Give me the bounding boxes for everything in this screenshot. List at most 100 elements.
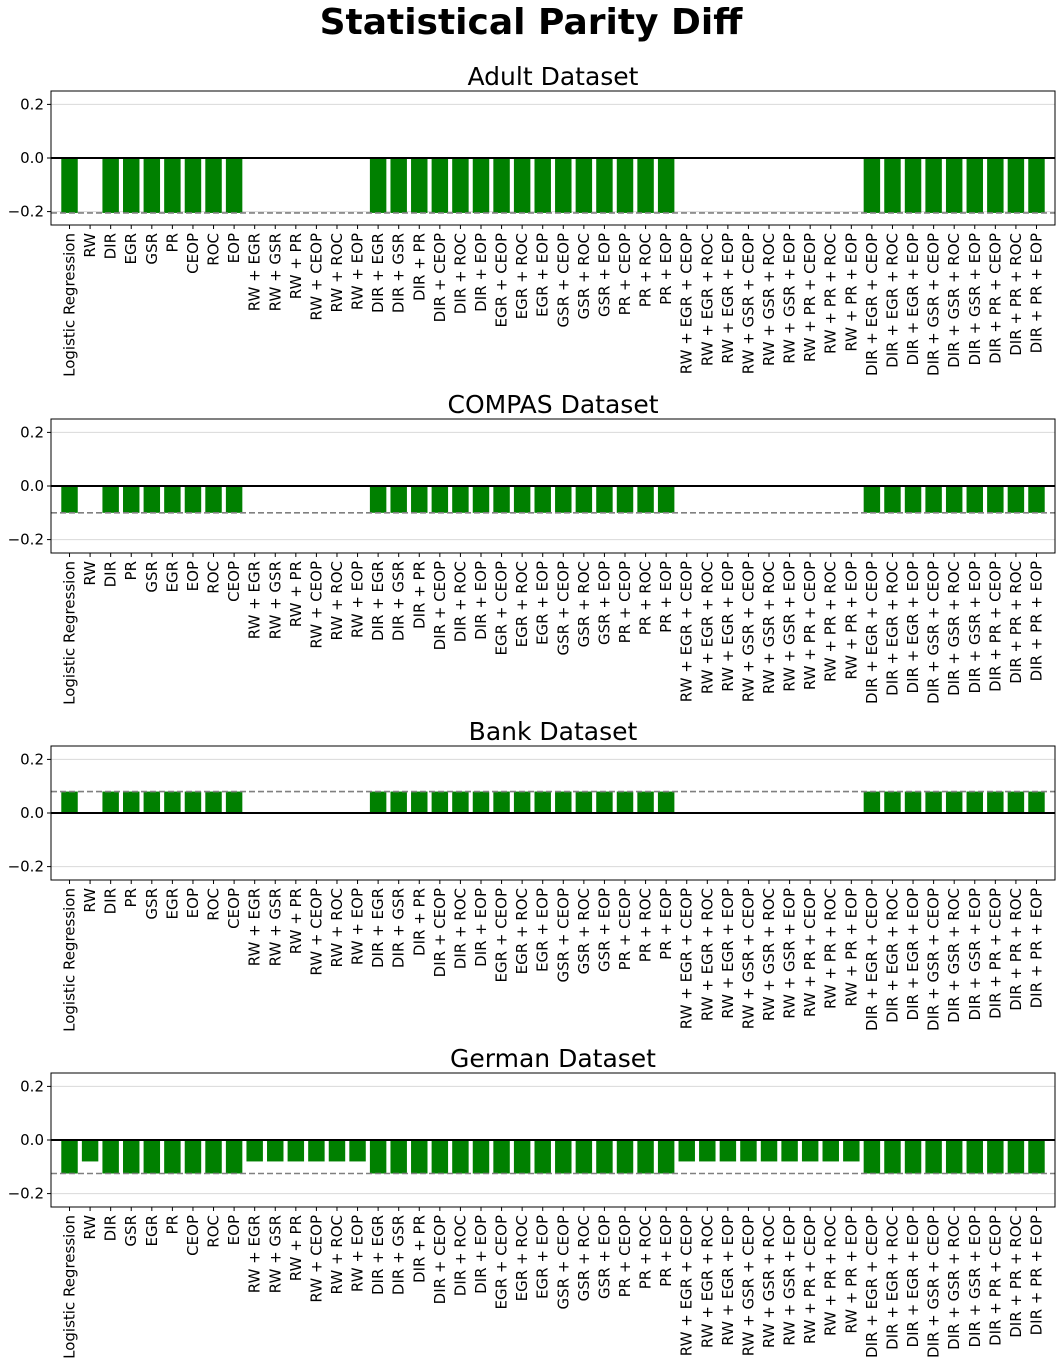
x-tick-label: RW + PR + EOP xyxy=(842,233,860,352)
bar xyxy=(555,791,572,813)
bar xyxy=(925,486,942,513)
bar xyxy=(61,1140,78,1174)
x-tick-label: DIR + EGR xyxy=(369,561,387,641)
x-tick-label: EOP xyxy=(184,888,202,918)
bar xyxy=(493,486,510,513)
bar xyxy=(555,486,572,513)
x-tick-label: DIR + EGR + CEOP xyxy=(863,561,881,704)
chart-panel-3: Bank Dataset −0.2 0.0 0.2 Logistic Regressio… xyxy=(8,717,1056,1032)
bar xyxy=(513,1140,531,1174)
x-tick-label: DIR + EGR + EOP xyxy=(904,888,922,1020)
bar xyxy=(945,1140,963,1174)
bar xyxy=(575,1140,593,1174)
bar xyxy=(225,1140,243,1174)
x-tick-label: RW + CEOP xyxy=(307,888,325,976)
bar xyxy=(555,158,572,213)
x-tick-label: GSR + ROC xyxy=(575,561,593,647)
x-tick-label: EGR + ROC xyxy=(513,1215,531,1301)
x-tick-label: PR + ROC xyxy=(637,1215,655,1289)
x-tick-label: DIR xyxy=(102,561,120,587)
x-tick-label: DIR + EGR + ROC xyxy=(883,1215,901,1350)
bar xyxy=(123,791,140,813)
bar xyxy=(637,158,654,213)
bar xyxy=(472,158,490,213)
panel-title: Bank Dataset xyxy=(469,717,638,746)
bar xyxy=(369,791,387,813)
x-tick-label: RW + EOP xyxy=(349,888,367,965)
x-tick-label: DIR + PR + ROC xyxy=(1007,233,1025,356)
x-tick-label: DIR + EGR + CEOP xyxy=(863,888,881,1031)
bar xyxy=(184,486,202,513)
x-tick-label: RW + PR + CEOP xyxy=(801,1215,819,1344)
bar xyxy=(431,1140,449,1174)
x-tick-label: PR + EOP xyxy=(657,1215,675,1287)
x-tick-label: DIR + CEOP xyxy=(431,888,449,977)
x-tick-label: DIR + GSR + CEOP xyxy=(925,233,943,376)
x-tick-label: GSR + CEOP xyxy=(554,233,572,327)
x-tick-label: RW + GSR + CEOP xyxy=(739,888,757,1029)
x-tick-label: RW + EGR + CEOP xyxy=(678,1215,696,1356)
x-tick-label: RW + GSR + EOP xyxy=(781,561,799,692)
x-tick-label: DIR + EOP xyxy=(472,561,490,640)
x-tick-label: CEOP xyxy=(184,1215,202,1256)
x-tick-label: GSR xyxy=(122,1215,140,1247)
x-tick-label: DIR + EOP xyxy=(472,888,490,967)
bar xyxy=(123,1140,140,1174)
x-tick-label: RW + PR + ROC xyxy=(822,561,840,682)
x-tick-label: RW xyxy=(81,561,99,586)
bar xyxy=(596,158,613,213)
bar xyxy=(1028,1140,1045,1174)
x-tick-label: DIR xyxy=(102,1215,120,1241)
x-tick-label: RW + PR xyxy=(287,561,305,627)
x-tick-label: RW + PR xyxy=(287,233,305,299)
y-tick-label: 0.0 xyxy=(20,804,44,822)
x-tick-label: RW + EGR + EOP xyxy=(719,1215,737,1346)
panel-title: COMPAS Dataset xyxy=(448,390,659,419)
x-tick-label: RW + GSR + EOP xyxy=(781,1215,799,1346)
bar xyxy=(61,486,78,513)
x-tick-label: DIR + PR + CEOP xyxy=(986,233,1004,364)
x-tick-label: EGR + ROC xyxy=(513,888,531,974)
x-tick-label: RW + ROC xyxy=(328,888,346,967)
x-tick-label: DIR + PR xyxy=(410,888,428,956)
x-tick-label: GSR + ROC xyxy=(575,1215,593,1301)
bar xyxy=(657,1140,675,1174)
bar xyxy=(390,158,407,213)
bar xyxy=(184,158,202,213)
bar xyxy=(534,1140,551,1174)
x-tick-label: DIR xyxy=(102,888,120,914)
x-tick-label: EGR xyxy=(143,1215,161,1247)
x-tick-label: Logistic Regression xyxy=(61,1215,79,1359)
y-tick-label: 0.2 xyxy=(20,750,44,768)
x-tick-label: CEOP xyxy=(184,233,202,274)
bar xyxy=(863,791,881,813)
bar xyxy=(452,158,469,213)
bar xyxy=(987,1140,1004,1174)
x-tick-label: RW + GSR + ROC xyxy=(760,233,778,366)
x-tick-label: CEOP xyxy=(225,561,243,602)
bar xyxy=(431,158,449,213)
x-tick-label: DIR + GSR + EOP xyxy=(966,561,984,694)
y-tick-label: 0.2 xyxy=(20,95,44,113)
x-tick-label: PR + EOP xyxy=(657,233,675,305)
bar xyxy=(719,1140,737,1162)
bar xyxy=(349,1140,366,1162)
bar xyxy=(328,1140,346,1162)
x-tick-label: DIR + GSR + EOP xyxy=(966,888,984,1021)
x-tick-label: DIR + GSR xyxy=(390,888,408,968)
x-tick-label: EGR + ROC xyxy=(513,233,531,319)
bar xyxy=(534,486,551,513)
bar xyxy=(925,791,942,813)
x-tick-label: RW + EGR + CEOP xyxy=(678,233,696,374)
x-tick-label: DIR + PR + EOP xyxy=(1027,888,1045,1008)
x-tick-label: RW + EGR xyxy=(246,1215,264,1293)
x-tick-label: EGR + CEOP xyxy=(493,561,511,655)
x-tick-label: PR xyxy=(122,561,140,580)
x-tick-label: GSR + CEOP xyxy=(554,561,572,655)
x-tick-label: RW xyxy=(81,1215,99,1240)
x-tick-label: GSR + ROC xyxy=(575,888,593,974)
x-tick-label: DIR + ROC xyxy=(451,1215,469,1296)
bar xyxy=(246,1140,263,1162)
x-tick-label: DIR + PR xyxy=(410,233,428,301)
bar xyxy=(884,486,901,513)
